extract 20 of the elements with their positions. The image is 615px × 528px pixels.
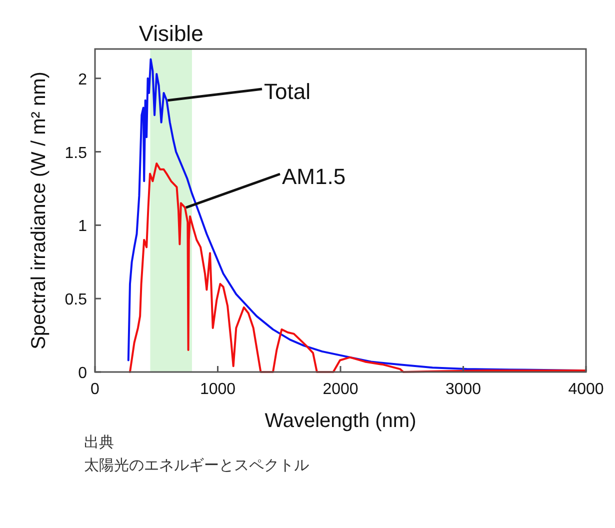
y-tick-label: 2 [78,71,88,88]
x-tick-label: 2000 [322,381,358,398]
annotation: Total [168,79,310,104]
band-label: Visible [138,21,204,46]
y-tick-label: 1.5 [64,144,88,162]
x-tick-label: 1000 [200,381,236,398]
x-tick-label: 0 [90,381,100,398]
annotation: AM1.5 [186,164,346,209]
y-tick-label: 1 [78,218,88,236]
y-tick-label: 0 [78,365,88,382]
x-tick-label: 3000 [445,381,482,398]
text: 出典 [84,434,114,451]
x-axis-title: Wavelength (nm) [264,410,416,432]
y-axis-title: Spectral irradiance (W / m² nm) [28,72,50,350]
y-tick-label: 0.5 [64,292,88,309]
annotation: Total [264,79,310,104]
text: 太陽光のエネルギーとスペクトル [84,457,309,474]
line-series [128,162,587,373]
annotation: AM1.5 [282,164,346,189]
x-tick-label: 4000 [568,381,604,398]
